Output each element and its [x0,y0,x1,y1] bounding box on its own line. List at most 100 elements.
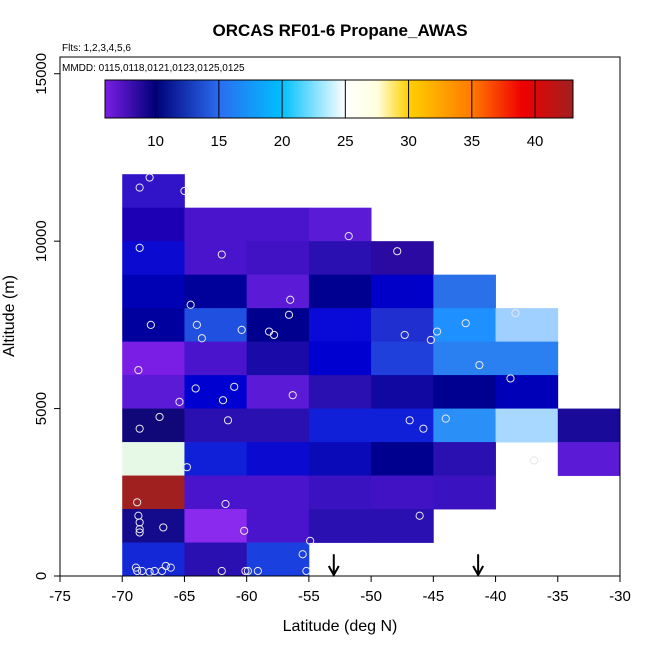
heatmap-cell-51 [557,442,620,476]
heatmap-cell-52 [122,475,185,510]
sample-point-16 [461,319,470,328]
sample-point-35 [530,456,539,465]
y-tick-label-2: 10000 [33,220,50,262]
sample-point-6 [393,247,402,256]
sample-point-58 [302,566,311,576]
sample-point-11 [192,320,201,329]
heatmap-cell-43 [495,408,559,443]
sample-point-9 [284,310,294,319]
sample-point-19 [400,330,409,340]
sample-point-26 [288,391,297,400]
heatmap-cell-55 [308,475,372,510]
heatmap-cell-44 [557,408,620,443]
sample-point-15 [197,334,206,343]
heatmap-cell-50 [433,442,496,476]
plot-frame [59,56,621,577]
sample-point-36 [182,463,192,472]
down-arrow-icon-0 [327,554,340,578]
sample-point-38 [221,499,230,509]
sample-point-33 [135,424,144,433]
heatmap-cell-59 [184,509,248,543]
y-tick-label-0: 0 [33,572,50,580]
heatmap-cell-0 [122,174,185,209]
sample-point-1 [135,183,144,192]
heatmap-cell-53 [184,475,248,510]
sample-point-34 [419,424,428,433]
heatmap-cell-63 [122,542,185,576]
heatmap-cell-56 [371,475,434,510]
x-axis-title: Latitude (deg N) [283,618,398,635]
colorbar-tick-label-0: 10 [147,133,164,150]
heatmap-cell-64 [184,542,248,576]
colorbar-tick-label-4: 30 [400,133,417,150]
sample-point-4 [135,243,144,252]
x-tick-label-0: -75 [49,588,71,605]
heatmap-cell-8 [308,241,372,276]
colorbar: 10 15 20 25 30 35 40 [104,79,574,150]
sample-point-3 [344,232,353,241]
sample-point-42 [135,525,144,534]
colorbar-tick-label-2: 20 [274,133,291,150]
heatmap-cell-39 [246,408,310,443]
sample-point-46 [135,528,144,537]
heatmap-cell-61 [308,509,372,543]
down-arrow-icon-1 [472,554,485,578]
flights-note: Flts: 1,2,3,4,5,6 [62,43,131,54]
sample-point-10 [146,320,155,329]
sample-point-14 [269,330,279,340]
heatmap-cell-22 [495,308,559,343]
heatmap-cell-11 [184,274,248,309]
heatmap-cell-40 [308,408,372,443]
heatmap-cell-36 [495,375,559,409]
sample-point-8 [186,300,195,309]
y-tick-label-3: 15000 [33,53,50,95]
sample-point-7 [286,295,295,304]
sample-point-37 [133,498,142,507]
sample-point-32 [441,414,450,423]
heatmap-cell-48 [308,442,372,476]
x-tick-label-1: -70 [111,588,133,605]
heatmap-cell-25 [246,341,310,376]
heatmap-cell-26 [308,341,372,376]
sample-point-40 [135,518,144,527]
sample-point-31 [405,416,414,425]
x-axis: -75 -70 -65 -60 -55 -50 -45 -40 -35 -30 [49,576,631,605]
colorbar-tick-label-6: 40 [527,133,544,150]
sample-point-55 [241,566,250,576]
sample-point-45 [306,536,315,545]
heatmap-cell-17 [184,308,248,343]
sample-point-29 [155,412,164,422]
heatmap-cell-24 [184,341,248,376]
heatmap-cell-37 [122,408,185,443]
heatmap-cell-28 [433,341,496,376]
heatmap-cell-47 [246,442,310,476]
heatmap-cell-45 [122,442,185,476]
x-tick-label-6: -45 [422,588,444,605]
sample-point-49 [166,563,175,572]
sample-point-0 [145,173,154,182]
heatmap-cell-20 [371,308,434,343]
sample-point-57 [253,566,262,576]
sample-point-20 [426,335,435,345]
colorbar-ticks: 10 15 20 25 30 35 40 [147,80,543,150]
heatmap-cell-27 [371,341,434,376]
sample-point-59 [133,566,142,576]
y-axis: 0 5000 10000 15000 [33,53,60,580]
heatmap-cell-2 [184,207,248,242]
heatmap-cell-49 [371,442,434,476]
x-tick-label-9: -30 [609,588,631,605]
heatmap-cell-19 [308,308,372,343]
x-tick-label-7: -40 [485,588,507,605]
heatmap-cell-60 [246,509,310,543]
heatmap-cell-46 [184,442,248,476]
heatmap-cell-58 [122,509,185,543]
x-tick-label-4: -55 [298,588,320,605]
heatmap-cell-33 [308,375,372,409]
dates-note: MMDD: 0115,0118,0121,0123,0125,0125 [62,63,245,74]
heatmap-cell-14 [371,274,434,309]
chart-title: ORCAS RF01-6 Propane_AWAS [212,21,467,40]
heatmap-cell-9 [371,241,434,276]
heatmap-cell-12 [246,274,310,309]
heatmap-cell-18 [246,308,310,343]
